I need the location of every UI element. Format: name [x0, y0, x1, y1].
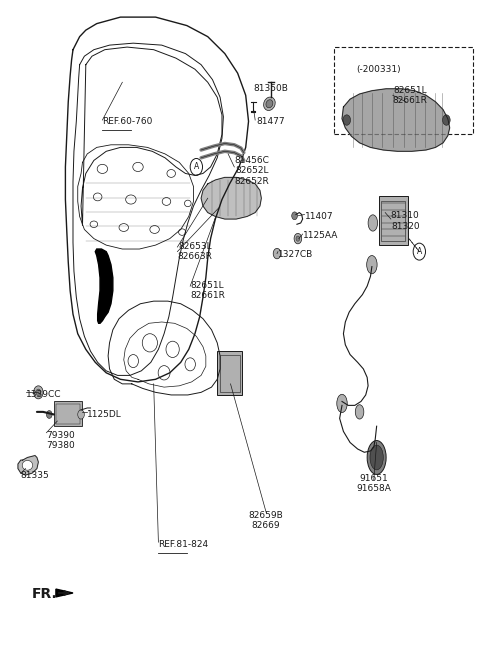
- Circle shape: [443, 115, 450, 125]
- Text: 81350B: 81350B: [253, 84, 288, 93]
- Circle shape: [273, 248, 281, 259]
- Text: (-200331): (-200331): [356, 65, 401, 74]
- Ellipse shape: [266, 100, 273, 108]
- Text: 1339CC: 1339CC: [25, 390, 61, 399]
- Ellipse shape: [367, 441, 386, 474]
- Text: 81477: 81477: [257, 117, 285, 126]
- Circle shape: [294, 233, 301, 244]
- Polygon shape: [342, 89, 450, 151]
- Ellipse shape: [337, 394, 347, 413]
- Circle shape: [292, 212, 298, 219]
- Text: 1125DL: 1125DL: [87, 410, 122, 419]
- Text: A: A: [194, 162, 199, 171]
- Ellipse shape: [368, 215, 378, 231]
- Circle shape: [343, 115, 350, 125]
- Text: 79390
79380: 79390 79380: [47, 431, 75, 450]
- Bar: [56, 404, 80, 424]
- Text: 11407: 11407: [304, 212, 333, 221]
- Bar: [379, 196, 408, 245]
- Text: 91651
91658A: 91651 91658A: [356, 474, 391, 493]
- Text: FR.: FR.: [32, 587, 58, 601]
- Circle shape: [413, 243, 425, 260]
- Polygon shape: [96, 249, 113, 323]
- Text: 1327CB: 1327CB: [278, 250, 313, 259]
- Text: A: A: [417, 247, 422, 256]
- Circle shape: [78, 410, 84, 419]
- Ellipse shape: [22, 461, 33, 470]
- Bar: [219, 355, 240, 392]
- Bar: [382, 201, 405, 241]
- Polygon shape: [201, 177, 261, 219]
- Text: 81310
81320: 81310 81320: [391, 212, 420, 231]
- Ellipse shape: [370, 445, 384, 470]
- Polygon shape: [18, 455, 38, 475]
- Text: 82653L
82663R: 82653L 82663R: [178, 242, 212, 261]
- Text: 82651L
82661R: 82651L 82661R: [393, 85, 428, 105]
- Text: REF.81-824: REF.81-824: [158, 540, 208, 549]
- Text: 81456C
82652L
82652R: 81456C 82652L 82652R: [234, 156, 269, 186]
- Bar: [217, 351, 242, 395]
- Circle shape: [47, 411, 52, 419]
- Text: 1125AA: 1125AA: [302, 231, 338, 240]
- Bar: [334, 47, 473, 135]
- Text: 82651L
82661R: 82651L 82661R: [190, 281, 225, 300]
- Circle shape: [190, 158, 203, 175]
- Circle shape: [36, 389, 41, 396]
- Text: REF.60-760: REF.60-760: [102, 117, 153, 126]
- Ellipse shape: [367, 256, 377, 274]
- Circle shape: [34, 386, 43, 399]
- Bar: [54, 401, 82, 426]
- Polygon shape: [56, 589, 73, 597]
- Ellipse shape: [355, 405, 364, 419]
- Text: 81335: 81335: [21, 470, 49, 480]
- Ellipse shape: [264, 97, 275, 110]
- Circle shape: [296, 236, 300, 241]
- Text: 82659B
82669: 82659B 82669: [249, 511, 284, 530]
